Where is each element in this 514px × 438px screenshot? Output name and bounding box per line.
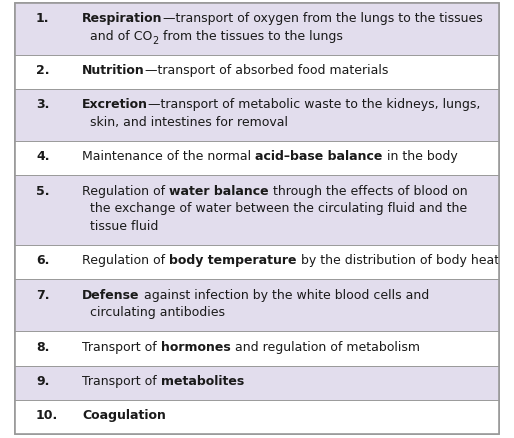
Text: Nutrition: Nutrition [82, 64, 145, 77]
Text: Defense: Defense [82, 288, 140, 301]
Bar [15, 332, 499, 366]
Text: against infection by the white blood cells and: against infection by the white blood cel… [140, 288, 429, 301]
Text: in the body: in the body [383, 150, 457, 163]
Text: —transport of metabolic waste to the kidneys, lungs,: —transport of metabolic waste to the kid… [148, 98, 481, 111]
Text: Regulation of: Regulation of [82, 254, 170, 267]
Bar [15, 246, 499, 280]
Text: from the tissues to the lungs: from the tissues to the lungs [159, 30, 342, 43]
Bar [15, 400, 499, 434]
Text: the exchange of water between the circulating fluid and the: the exchange of water between the circul… [90, 202, 467, 215]
Text: acid–base balance: acid–base balance [255, 150, 383, 163]
Text: Excretion: Excretion [82, 98, 148, 111]
Bar [15, 280, 499, 332]
Text: Maintenance of the normal: Maintenance of the normal [82, 150, 255, 163]
Text: and regulation of metabolism: and regulation of metabolism [231, 340, 420, 353]
Text: 9.: 9. [36, 374, 49, 387]
Text: through the effects of blood on: through the effects of blood on [269, 184, 468, 197]
Text: body temperature: body temperature [170, 254, 297, 267]
Text: 6.: 6. [36, 254, 49, 267]
Bar [15, 176, 499, 246]
Text: Transport of: Transport of [82, 340, 161, 353]
Text: 5.: 5. [36, 184, 49, 197]
Text: 3.: 3. [36, 98, 49, 111]
Text: Regulation of: Regulation of [82, 184, 170, 197]
Text: 10.: 10. [36, 408, 58, 421]
Text: 1.: 1. [36, 12, 49, 25]
Text: —transport of oxygen from the lungs to the tissues: —transport of oxygen from the lungs to t… [163, 12, 483, 25]
Text: 2.: 2. [36, 64, 49, 77]
Text: circulating antibodies: circulating antibodies [90, 306, 225, 319]
Text: Coagulation: Coagulation [82, 408, 166, 421]
Text: hormones: hormones [161, 340, 231, 353]
Text: 7.: 7. [36, 288, 49, 301]
Text: 2: 2 [152, 36, 159, 46]
Text: 4.: 4. [36, 150, 49, 163]
Bar [15, 4, 499, 56]
Text: skin, and intestines for removal: skin, and intestines for removal [90, 116, 288, 129]
Text: tissue fluid: tissue fluid [90, 220, 158, 233]
Text: by the distribution of body heat: by the distribution of body heat [297, 254, 499, 267]
Bar [15, 142, 499, 176]
Bar [15, 366, 499, 400]
Text: 8.: 8. [36, 340, 49, 353]
Bar [15, 90, 499, 142]
Text: Respiration: Respiration [82, 12, 163, 25]
Text: water balance: water balance [170, 184, 269, 197]
Text: and of CO: and of CO [90, 30, 152, 43]
Text: —transport of absorbed food materials: —transport of absorbed food materials [145, 64, 389, 77]
Bar [15, 56, 499, 90]
Text: Transport of: Transport of [82, 374, 161, 387]
Text: metabolites: metabolites [161, 374, 244, 387]
